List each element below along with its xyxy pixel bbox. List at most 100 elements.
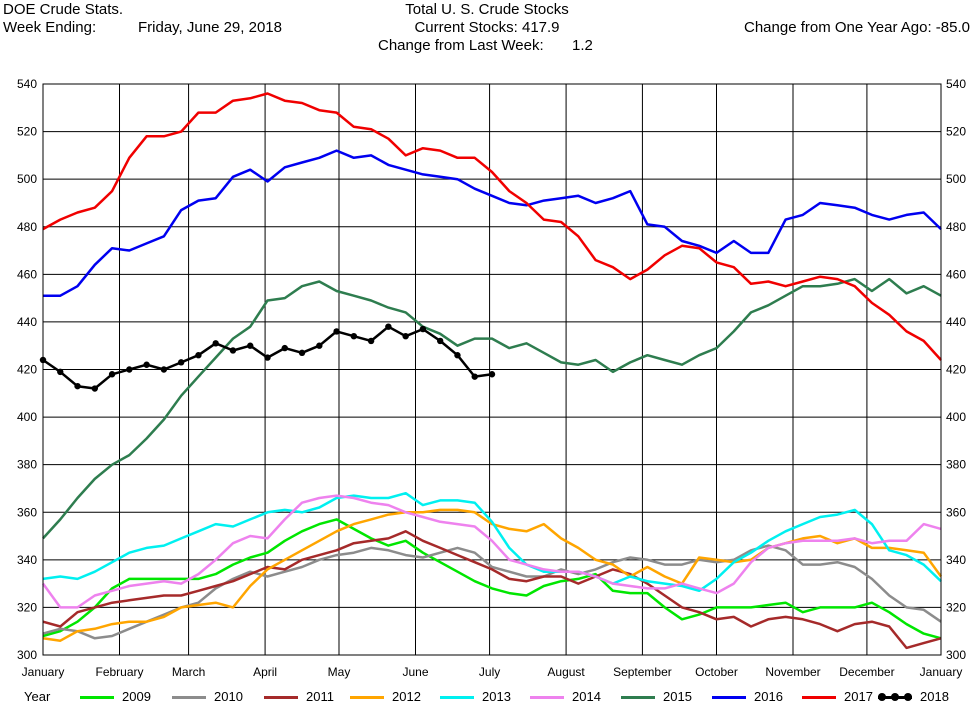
data-point-2018: [488, 371, 496, 378]
data-point-2018: [385, 323, 392, 330]
legend-label: 2014: [572, 689, 601, 704]
legend-swatch: [350, 696, 384, 699]
y-tick-label-left: 520: [17, 125, 37, 139]
legend-swatch: [172, 696, 206, 699]
x-tick-label: May: [328, 665, 351, 679]
x-tick-label: July: [479, 665, 500, 679]
y-tick-label-left: 340: [17, 553, 37, 567]
x-tick-label: September: [613, 665, 672, 679]
x-tick-label: June: [402, 665, 428, 679]
legend-label: 2013: [482, 689, 511, 704]
y-tick-label-right: 320: [946, 600, 966, 614]
legend-swatch: [712, 696, 746, 699]
change-year: Change from One Year Ago: -85.0: [744, 19, 970, 36]
series-line-2011: [42, 530, 942, 650]
current-stocks: Current Stocks: 417.9: [414, 19, 560, 36]
data-point-2018: [57, 368, 64, 376]
legend-label: 2016: [754, 689, 783, 704]
y-tick-label-left: 380: [17, 458, 37, 472]
legend-swatch: [621, 696, 655, 699]
series-line-2009: [42, 518, 942, 640]
series-2016: [43, 149, 942, 297]
data-point-2018: [419, 325, 427, 333]
legend-swatch: [802, 696, 836, 699]
series-layer: [39, 92, 943, 650]
y-tick-label-right: 440: [946, 315, 966, 329]
x-tick-label: November: [765, 665, 820, 679]
legend-swatch: [440, 696, 474, 699]
y-tick-label-left: 500: [17, 172, 37, 186]
data-point-2018: [247, 342, 254, 349]
data-point-2018: [74, 382, 81, 390]
legend-marker: [878, 693, 886, 701]
y-tick-label-right: 380: [946, 458, 966, 472]
series-line-2010: [42, 544, 942, 640]
y-tick-label-right: 300: [946, 648, 966, 662]
legend-swatch: [264, 696, 298, 699]
legend-label: 2010: [214, 689, 243, 704]
data-point-2018: [143, 361, 150, 368]
data-point-2018: [212, 340, 219, 347]
series-line-2014: [41, 494, 942, 609]
chart-title: Total U. S. Crude Stocks: [405, 1, 569, 18]
x-tick-label: January: [920, 665, 963, 679]
x-axis: January February March April May June July Augu…: [22, 665, 963, 679]
series-2017: [42, 92, 942, 361]
series-2018: [39, 323, 496, 392]
data-point-2018: [298, 349, 306, 357]
y-tick-label-right: 400: [946, 410, 966, 424]
y-tick-label-left: 440: [17, 315, 37, 329]
legend-label: 2018: [920, 689, 949, 704]
legend-label: 2017: [844, 689, 873, 704]
y-tick-label-right: 480: [946, 220, 966, 234]
series-2014: [41, 494, 942, 609]
y-tick-label-left: 400: [17, 410, 37, 424]
data-point-2018: [333, 328, 340, 335]
legend-marker: [891, 693, 899, 701]
y-tick-label-left: 360: [17, 505, 37, 519]
legend-label: 2011: [306, 689, 334, 704]
data-point-2018: [367, 337, 375, 345]
legend-label: 2009: [122, 689, 151, 704]
series-2013: [42, 491, 942, 593]
x-tick-label: January: [22, 665, 65, 679]
series-2011: [42, 530, 942, 650]
legend-title: Year: [24, 689, 51, 704]
week-date: Friday, June 29, 2018: [138, 19, 282, 36]
data-point-2018: [195, 352, 202, 359]
data-point-2018: [436, 337, 444, 345]
y-axis-right: 300 320 340 360 380 400 420 440 460 480 500 520 540: [946, 77, 966, 662]
week-label: Week Ending:: [3, 19, 97, 36]
data-point-2018: [160, 366, 168, 373]
y-tick-label-right: 420: [946, 363, 966, 377]
x-tick-label: February: [95, 665, 143, 679]
legend: Year 2009 2010 2011 2012 2013 2014 2015 2016 201…: [0, 687, 974, 707]
data-point-2018: [177, 359, 185, 366]
x-tick-label: October: [695, 665, 738, 679]
y-tick-label-right: 460: [946, 267, 966, 281]
data-point-2018: [126, 366, 133, 373]
data-point-2018: [454, 352, 461, 359]
y-tick-label-right: 500: [946, 172, 966, 186]
y-tick-label-left: 300: [17, 648, 37, 662]
data-point-2018: [229, 347, 237, 354]
y-tick-label-left: 460: [17, 267, 37, 281]
app-title: DOE Crude Stats.: [3, 1, 124, 18]
change-week-label: Change from Last Week:: [378, 37, 544, 54]
y-tick-label-right: 360: [946, 505, 966, 519]
plot-frame: [42, 83, 942, 656]
series-2010: [42, 544, 942, 640]
x-tick-label: August: [547, 665, 585, 679]
data-point-2018: [91, 385, 99, 392]
legend-marker: [904, 693, 912, 701]
x-tick-label: April: [253, 665, 277, 679]
data-point-2018: [402, 332, 409, 340]
data-point-2018: [316, 342, 323, 349]
series-line-2015: [42, 277, 942, 540]
y-tick-label-left: 420: [17, 363, 37, 377]
legend-swatch: [530, 696, 564, 699]
change-week-value: 1.2: [572, 37, 593, 54]
y-tick-label-left: 540: [17, 77, 37, 91]
series-line-2016: [43, 149, 942, 297]
data-point-2018: [108, 371, 116, 378]
